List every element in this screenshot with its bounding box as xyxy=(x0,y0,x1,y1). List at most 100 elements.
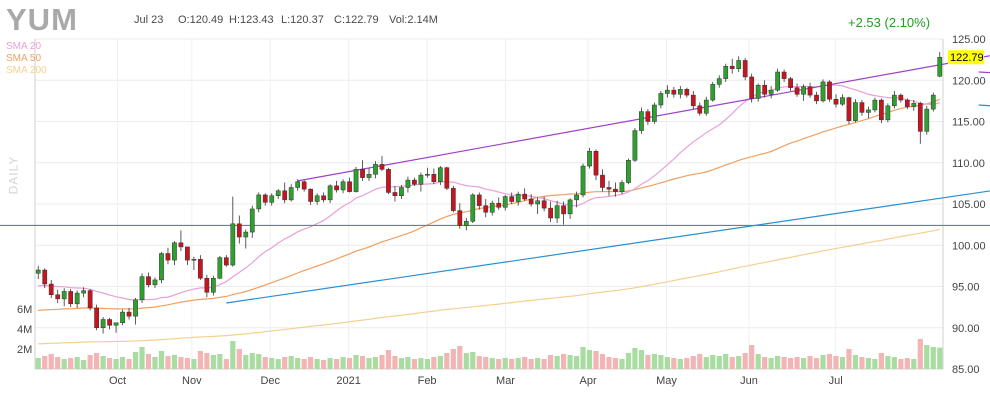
volume-bar xyxy=(755,354,761,369)
candle-body xyxy=(613,188,618,192)
volume-bar xyxy=(74,357,80,369)
volume-bar xyxy=(119,357,126,369)
candle-body xyxy=(606,187,612,190)
candle-body xyxy=(107,319,112,326)
y-tick-label: 90.00 xyxy=(952,323,980,335)
volume-bar xyxy=(781,357,787,369)
candle-body xyxy=(269,195,275,203)
volume-bar xyxy=(593,351,599,369)
candle-body xyxy=(891,94,897,107)
candle-body xyxy=(146,276,151,286)
candle-body xyxy=(470,194,476,222)
y-axis: 125.00 120.00 115.00 110.00 105.00 100.00 95.0… xyxy=(952,34,986,376)
volume-bar xyxy=(282,357,288,369)
y-tick-label: 85.00 xyxy=(952,364,980,376)
candle-body xyxy=(911,103,917,107)
volume-bar xyxy=(94,353,100,369)
y-tick-label: 120.00 xyxy=(952,75,986,87)
volume-bar xyxy=(61,359,67,369)
x-tick-label: 2021 xyxy=(336,375,360,387)
x-tick-label: Nov xyxy=(182,375,202,387)
volume-bar xyxy=(586,350,593,369)
candle-body xyxy=(425,174,430,176)
volume-bar xyxy=(411,359,418,369)
volume-bar xyxy=(723,354,729,369)
volume-bar xyxy=(690,356,696,369)
quote-volume: Vol:2.14M xyxy=(389,14,438,26)
volume-bar xyxy=(697,354,703,369)
volume-bar xyxy=(126,359,132,369)
candle-body xyxy=(373,164,378,175)
volume-bar xyxy=(470,352,476,369)
volume-bar xyxy=(775,356,781,369)
candle-body xyxy=(243,231,249,238)
candle-body xyxy=(742,60,748,78)
volume-bar xyxy=(223,359,229,369)
candle-body xyxy=(379,164,385,170)
volume-bar xyxy=(736,356,742,369)
volume-bar xyxy=(794,357,800,369)
volume-bar xyxy=(671,358,677,369)
legend-sma-200: SMA 200 xyxy=(6,65,47,76)
volume-bar xyxy=(522,357,528,369)
candle-body xyxy=(872,99,878,111)
sma-200-line xyxy=(38,228,940,345)
candle-body xyxy=(301,181,307,190)
candle-body xyxy=(249,208,255,233)
volume-bar xyxy=(243,355,249,369)
volume-bar xyxy=(865,358,872,369)
volume-bar xyxy=(677,359,683,369)
volume-bar xyxy=(158,351,165,369)
candle-body xyxy=(781,71,787,79)
volume-bar xyxy=(651,354,657,369)
volume-bar xyxy=(852,355,859,369)
candle-body xyxy=(139,276,145,300)
volume-bar xyxy=(573,356,580,369)
volume-bar xyxy=(230,341,236,369)
candle-body xyxy=(74,292,80,305)
volume-bar xyxy=(716,356,722,369)
candle-body xyxy=(314,195,320,202)
candle-body xyxy=(859,102,865,113)
volume-bar xyxy=(346,358,353,369)
candle-body xyxy=(768,89,774,95)
volume-bar xyxy=(820,355,826,369)
legend-sma-50: SMA 50 xyxy=(6,53,42,64)
volume-bar xyxy=(327,358,333,369)
candle-body xyxy=(230,223,236,266)
volume-bar xyxy=(619,359,625,369)
candle-body xyxy=(360,169,365,178)
candle-body xyxy=(217,257,223,279)
quote-high: H:123.43 xyxy=(229,14,274,26)
candle-body xyxy=(463,221,469,226)
candle-body xyxy=(898,94,904,101)
volume-bar xyxy=(145,354,152,369)
candlesticks[interactable] xyxy=(35,51,943,334)
volume-bar xyxy=(606,357,612,369)
legend-sma-20: SMA 20 xyxy=(6,41,42,52)
volume-bar xyxy=(184,358,191,369)
volume-bar xyxy=(152,357,158,369)
candle-body xyxy=(522,193,528,200)
candle-body xyxy=(405,179,411,188)
volume-bar xyxy=(638,350,645,369)
candle-body xyxy=(48,283,54,295)
quote-date: Jul 23 xyxy=(134,14,164,26)
candle-body xyxy=(308,188,314,202)
volume-bar xyxy=(684,358,690,369)
candle-body xyxy=(496,202,502,208)
volume-bar xyxy=(872,359,878,369)
sma-50-line xyxy=(38,98,941,311)
volume-bar xyxy=(450,349,456,369)
candle-body xyxy=(476,194,482,206)
candle-body xyxy=(723,65,729,79)
candle-body xyxy=(288,187,294,201)
volume-bar xyxy=(385,350,392,369)
volume-bar xyxy=(463,353,469,369)
volume-bar xyxy=(359,356,366,369)
volume-bar xyxy=(87,355,93,369)
volume-bar xyxy=(489,358,495,369)
candle-body xyxy=(489,202,495,213)
candle-body xyxy=(159,253,164,281)
